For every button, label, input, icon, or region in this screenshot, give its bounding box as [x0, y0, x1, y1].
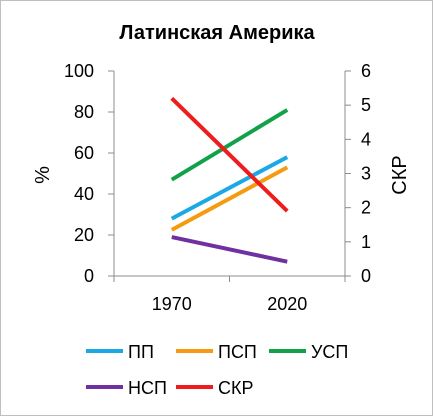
right-axis-ticks: 0 1 2 3 4 5 6: [345, 61, 371, 286]
right-axis-title: СКР: [389, 155, 411, 194]
legend-label-СКР: СКР: [218, 378, 254, 398]
series-lines: [170, 96, 289, 264]
left-axis-ticks: 0 20 40 60 80 100: [64, 61, 114, 286]
x-tick-label: 2020: [267, 294, 307, 314]
left-tick-label: 0: [84, 266, 94, 286]
series-line-ПСП: [170, 165, 289, 232]
legend-label-НСП: НСП: [128, 378, 167, 398]
x-axis-ticks: 1970 2020: [113, 276, 346, 314]
right-tick-label: 0: [361, 266, 371, 286]
right-tick-label: 5: [361, 95, 371, 115]
axes: [113, 71, 346, 277]
left-tick-label: 40: [74, 184, 94, 204]
series-line-НСП: [171, 235, 288, 264]
left-tick-label: 100: [64, 61, 94, 81]
right-tick-label: 6: [361, 61, 371, 81]
series-line-УСП: [170, 108, 289, 182]
left-axis-title: %: [32, 166, 54, 184]
legend: ПП ПСП УСП НСП СКР: [86, 342, 348, 398]
right-tick-label: 4: [361, 129, 371, 149]
left-tick-label: 60: [74, 143, 94, 163]
right-tick-label: 1: [361, 232, 371, 252]
legend-label-ПСП: ПСП: [218, 342, 257, 362]
right-tick-label: 3: [361, 164, 371, 184]
legend-label-ПП: ПП: [128, 342, 154, 362]
series-line-СКР: [170, 96, 289, 213]
right-tick-label: 2: [361, 198, 371, 218]
left-tick-label: 20: [74, 225, 94, 245]
legend-label-УСП: УСП: [311, 342, 348, 362]
x-tick-label: 1970: [152, 294, 192, 314]
left-tick-label: 80: [74, 102, 94, 122]
chart-title: Латинская Америка: [119, 22, 315, 44]
series-line-ПП: [170, 155, 289, 221]
